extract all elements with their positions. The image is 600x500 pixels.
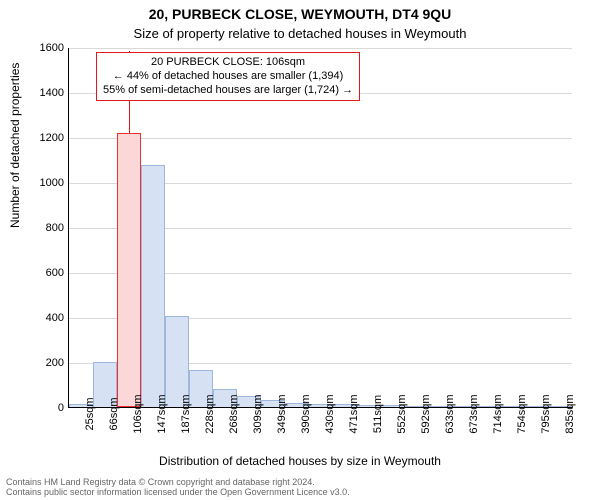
x-tick-label: 349sqm bbox=[276, 394, 288, 433]
y-tick-label: 1400 bbox=[24, 87, 64, 99]
chart-title-line2: Size of property relative to detached ho… bbox=[0, 26, 600, 41]
gridline-h bbox=[69, 48, 572, 49]
annotation-line: 20 PURBECK CLOSE: 106sqm bbox=[103, 56, 353, 70]
x-tick-label: 106sqm bbox=[132, 394, 144, 433]
x-tick-label: 268sqm bbox=[228, 394, 240, 433]
x-tick-label: 471sqm bbox=[348, 394, 360, 433]
footer-attribution: Contains HM Land Registry data © Crown c… bbox=[6, 477, 350, 497]
x-tick-label: 66sqm bbox=[108, 397, 120, 430]
x-tick-label: 592sqm bbox=[420, 394, 432, 433]
x-tick-label: 187sqm bbox=[180, 394, 192, 433]
x-tick-label: 309sqm bbox=[252, 394, 264, 433]
y-tick-label: 0 bbox=[24, 402, 64, 414]
y-axis-label: Number of detached properties bbox=[8, 63, 22, 228]
y-tick-label: 1000 bbox=[24, 177, 64, 189]
highlight-bar bbox=[117, 133, 141, 408]
x-tick-label: 430sqm bbox=[324, 394, 336, 433]
footer-line2: Contains public sector information licen… bbox=[6, 487, 350, 497]
y-tick-label: 200 bbox=[24, 357, 64, 369]
x-tick-label: 390sqm bbox=[300, 394, 312, 433]
plot-area bbox=[68, 48, 572, 408]
y-tick-label: 1600 bbox=[24, 42, 64, 54]
annotation-line: 55% of semi-detached houses are larger (… bbox=[103, 84, 353, 98]
y-tick-label: 1200 bbox=[24, 132, 64, 144]
annotation-line: ← 44% of detached houses are smaller (1,… bbox=[103, 70, 353, 84]
chart-title-line1: 20, PURBECK CLOSE, WEYMOUTH, DT4 9QU bbox=[0, 6, 600, 22]
x-tick-label: 754sqm bbox=[516, 394, 528, 433]
x-tick-label: 147sqm bbox=[156, 394, 168, 433]
x-tick-label: 25sqm bbox=[84, 397, 96, 430]
highlight-annotation: 20 PURBECK CLOSE: 106sqm← 44% of detache… bbox=[96, 52, 360, 101]
x-tick-label: 714sqm bbox=[492, 394, 504, 433]
gridline-h bbox=[69, 138, 572, 139]
x-axis-label: Distribution of detached houses by size … bbox=[0, 454, 600, 468]
x-tick-label: 795sqm bbox=[540, 394, 552, 433]
y-tick-label: 400 bbox=[24, 312, 64, 324]
histogram-bar bbox=[141, 165, 165, 407]
y-tick-label: 800 bbox=[24, 222, 64, 234]
footer-line1: Contains HM Land Registry data © Crown c… bbox=[6, 477, 350, 487]
x-tick-label: 511sqm bbox=[372, 395, 384, 433]
x-tick-label: 228sqm bbox=[204, 394, 216, 433]
histogram-bar bbox=[165, 316, 189, 407]
x-tick-label: 673sqm bbox=[468, 394, 480, 433]
x-tick-label: 835sqm bbox=[564, 394, 576, 433]
x-tick-label: 552sqm bbox=[396, 394, 408, 433]
x-tick-label: 633sqm bbox=[444, 394, 456, 433]
y-tick-label: 600 bbox=[24, 267, 64, 279]
